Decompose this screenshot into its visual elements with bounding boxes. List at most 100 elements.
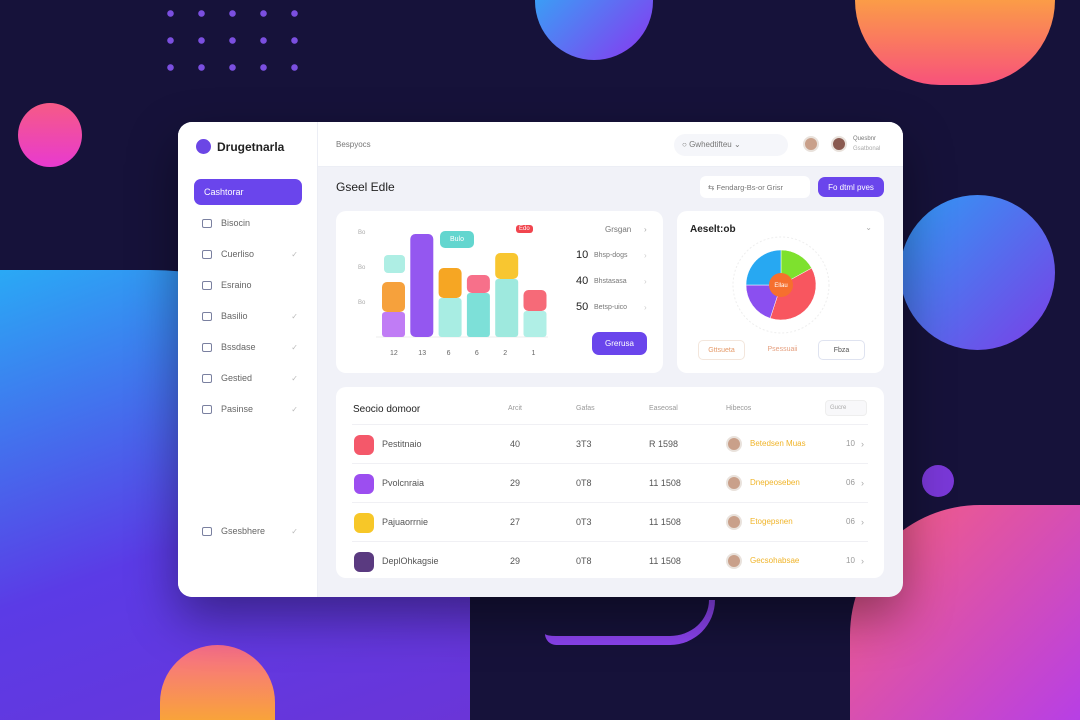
row-count: 06	[846, 478, 855, 487]
column-header[interactable]: Hibecos	[726, 405, 752, 412]
bar-segment[interactable]	[438, 298, 462, 337]
bar-segment[interactable]	[523, 290, 547, 311]
bar-segment[interactable]	[495, 279, 519, 337]
table-row[interactable]: DeplOhkagsie 29 0T8 11 1508 Gecsohabsae 10 ›	[352, 541, 868, 580]
chevron-icon: ✓	[291, 526, 298, 536]
sidebar-item[interactable]: Bssdase ✓	[194, 334, 302, 360]
user-role: Gsatbonal	[853, 146, 881, 152]
chevron-right-icon[interactable]: ›	[644, 277, 647, 286]
nav-icon	[202, 249, 212, 259]
nav-icon	[202, 404, 212, 414]
pie-tab[interactable]: Fbza	[818, 340, 865, 360]
chevron-right-icon[interactable]: ›	[861, 478, 864, 488]
row-value-c: 11 1508	[649, 556, 681, 566]
table-row[interactable]: Pajuaorrnie 27 0T3 11 1508 Etogepsnen 06 ›	[352, 502, 868, 541]
table-filter-input[interactable]: Gucre	[825, 400, 867, 416]
row-person[interactable]: Dnepeoseben	[750, 478, 800, 487]
table-panel: Seocio domoor Arcit Gafas Easeosal Hibecos …	[336, 387, 884, 578]
table-title: Seocio domoor	[353, 404, 421, 415]
chevron-right-icon[interactable]: ›	[861, 439, 864, 449]
column-header[interactable]: Easeosal	[649, 405, 678, 412]
user-avatar[interactable]	[831, 136, 847, 152]
bar-segment[interactable]	[466, 293, 490, 337]
row-icon	[354, 552, 374, 572]
stat-value: 40	[576, 275, 589, 287]
sidebar-item[interactable]: Basilio ✓	[194, 303, 302, 329]
sidebar-footer-item[interactable]: Gsesbhere ✓	[194, 518, 302, 544]
sidebar-item-label: Basilio	[221, 311, 248, 321]
table-row[interactable]: Pvolcnraia 29 0T8 11 1508 Dnepeoseben 06 ›	[352, 463, 868, 502]
row-person[interactable]: Etogepsnen	[750, 517, 793, 526]
row-avatar	[726, 514, 742, 530]
pie-outline	[732, 236, 830, 334]
filter-button[interactable]: ⇆ Fendarg-Bs-or Grisr	[700, 176, 810, 198]
bar-chart-panel: Bo Bo Bo 12 13 6 6 2 1 Bulo Edo Grsgan › 10 Bhsp-…	[336, 211, 663, 373]
brand-logo[interactable]: Drugetnarla	[196, 139, 284, 154]
bar-segment[interactable]	[438, 268, 462, 298]
stat-label[interactable]: Bhstasasa	[594, 278, 627, 285]
table-row[interactable]: Pestitnaio 40 3T3 R 1598 Betedsen Muas 10 ›	[352, 424, 868, 463]
bg-swoosh	[545, 600, 715, 645]
stat-label[interactable]: Bhsp-dogs	[594, 252, 628, 259]
primary-button[interactable]: Fo dtml pves	[818, 177, 884, 197]
row-icon	[354, 513, 374, 533]
search-input[interactable]: ○ Gwhedtifteu ⌄	[674, 134, 788, 156]
bar-panel-button[interactable]: Grerusa	[592, 332, 647, 355]
y-tick-label: Bo	[358, 300, 366, 306]
top-bar: Bespyocs ○ Gwhedtifteu ⌄ Quesbnr Gsatbon…	[318, 122, 903, 167]
sidebar-item[interactable]: Esraino	[194, 272, 302, 298]
sidebar-item-label: Pasinse	[221, 404, 254, 414]
pie-slice[interactable]	[745, 284, 782, 319]
chevron-right-icon[interactable]: ›	[861, 556, 864, 566]
chevron-right-icon[interactable]: ›	[861, 517, 864, 527]
row-icon	[354, 474, 374, 494]
row-value-c: 11 1508	[649, 478, 681, 488]
pie-tab[interactable]: Gttsueta	[698, 340, 745, 360]
brand-name: Drugetnarla	[217, 139, 285, 154]
check-icon: ✓	[291, 342, 298, 352]
breadcrumb: Bespyocs	[336, 140, 371, 149]
nav-icon	[202, 342, 212, 352]
settings-icon	[202, 526, 212, 536]
pie-tab[interactable]: Psessuaii	[767, 346, 798, 353]
pie-slice[interactable]	[769, 267, 817, 321]
row-person[interactable]: Gecsohabsae	[750, 556, 800, 565]
sidebar-item-label: Gestied	[221, 373, 253, 383]
avatar[interactable]	[803, 136, 819, 152]
nav-icon	[202, 311, 212, 321]
nav-icon	[202, 373, 212, 383]
stat-label[interactable]: Betsp-uico	[594, 304, 628, 311]
sidebar-item[interactable]: Bisocin	[194, 210, 302, 236]
sidebar-item[interactable]: Pasinse ✓	[194, 396, 302, 422]
bar-segment[interactable]	[384, 255, 405, 273]
row-value-b: 0T8	[576, 556, 592, 566]
bar-segment[interactable]	[410, 234, 434, 337]
red-badge: Edo	[516, 225, 533, 233]
pie-slice[interactable]	[745, 249, 782, 286]
sidebar-item-label: Cuerliso	[221, 249, 255, 259]
user-name: Quesbnr	[853, 136, 877, 142]
bg-blob	[900, 195, 1055, 350]
chevron-right-icon[interactable]: ›	[644, 225, 647, 234]
bg-dots	[155, 0, 315, 90]
bar-segment[interactable]	[466, 275, 490, 293]
bar-segment[interactable]	[523, 311, 547, 337]
bar-segment[interactable]	[382, 282, 405, 312]
collapse-icon[interactable]: ⌄	[865, 223, 872, 232]
sidebar-item[interactable]: Cashtorar	[194, 179, 302, 205]
row-avatar	[726, 553, 742, 569]
bar-segment[interactable]	[495, 253, 519, 279]
column-header[interactable]: Arcit	[508, 405, 522, 412]
sidebar-item[interactable]: Cuerliso ✓	[194, 241, 302, 267]
chevron-right-icon[interactable]: ›	[644, 251, 647, 260]
column-header[interactable]: Gafas	[576, 405, 595, 412]
panel-link[interactable]: Grsgan	[605, 225, 632, 234]
row-person[interactable]: Betedsen Muas	[750, 439, 806, 448]
bar-segment[interactable]	[382, 312, 405, 337]
sidebar-item-label: Esraino	[221, 280, 252, 290]
row-value-c: 11 1508	[649, 517, 681, 527]
chevron-right-icon[interactable]: ›	[644, 303, 647, 312]
row-avatar	[726, 436, 742, 452]
logo-icon	[196, 139, 211, 154]
sidebar-item[interactable]: Gestied ✓	[194, 365, 302, 391]
